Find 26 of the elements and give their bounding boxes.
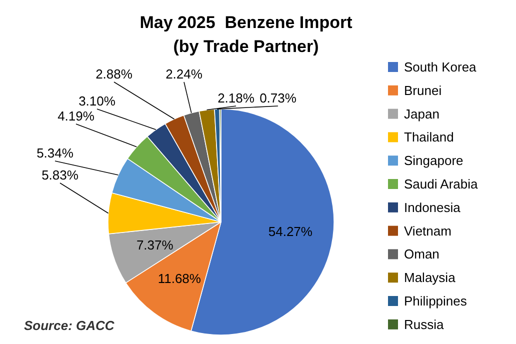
data-label: 5.83% bbox=[42, 168, 79, 182]
data-label: 2.88% bbox=[96, 66, 133, 82]
legend-label: Vietnam bbox=[404, 223, 452, 238]
legend-label: Brunei bbox=[404, 82, 442, 98]
data-label: 4.19% bbox=[58, 108, 95, 124]
data-label: 54.27% bbox=[268, 224, 313, 239]
data-label: 11.68% bbox=[158, 270, 202, 286]
legend-label: Malaysia bbox=[404, 270, 456, 286]
data-label: 0.73% bbox=[260, 90, 297, 106]
chart-title: May 2025 Benzene Import bbox=[140, 13, 353, 32]
chart-subtitle: (by Trade Partner) bbox=[173, 37, 319, 56]
legend-label: Indonesia bbox=[404, 200, 462, 215]
legend-label: Singapore bbox=[404, 153, 464, 168]
legend-label: Thailand bbox=[404, 130, 454, 145]
legend-label: Russia bbox=[404, 316, 445, 332]
data-label: 2.24% bbox=[166, 66, 203, 82]
legend-label: Japan bbox=[404, 106, 440, 122]
data-label: 7.37% bbox=[136, 238, 174, 253]
legend-label: Oman bbox=[404, 246, 440, 262]
legend-label: Philippines bbox=[404, 294, 468, 308]
legend-label: South Korea bbox=[404, 60, 478, 74]
data-label: 5.34% bbox=[36, 146, 74, 160]
data-label: 3.10% bbox=[78, 94, 116, 108]
data-label: 2.18% bbox=[218, 90, 255, 106]
legend-label: Saudi Arabia bbox=[404, 176, 478, 192]
source-note: Source: GACC bbox=[24, 318, 115, 333]
